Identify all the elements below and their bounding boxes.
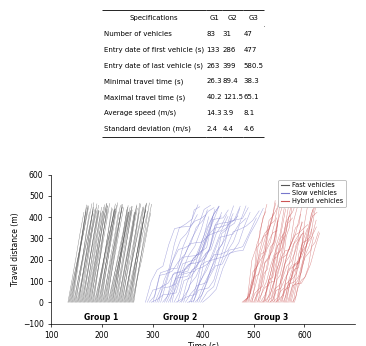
Text: Group 2: Group 2 [163, 313, 198, 322]
X-axis label: Time (s): Time (s) [188, 342, 219, 346]
Y-axis label: Travel distance (m): Travel distance (m) [11, 212, 20, 286]
Text: Group 3: Group 3 [254, 313, 289, 322]
Legend: Fast vehicles, Slow vehicles, Hybrid vehicles: Fast vehicles, Slow vehicles, Hybrid veh… [279, 180, 346, 207]
Text: Group 1: Group 1 [84, 313, 118, 322]
